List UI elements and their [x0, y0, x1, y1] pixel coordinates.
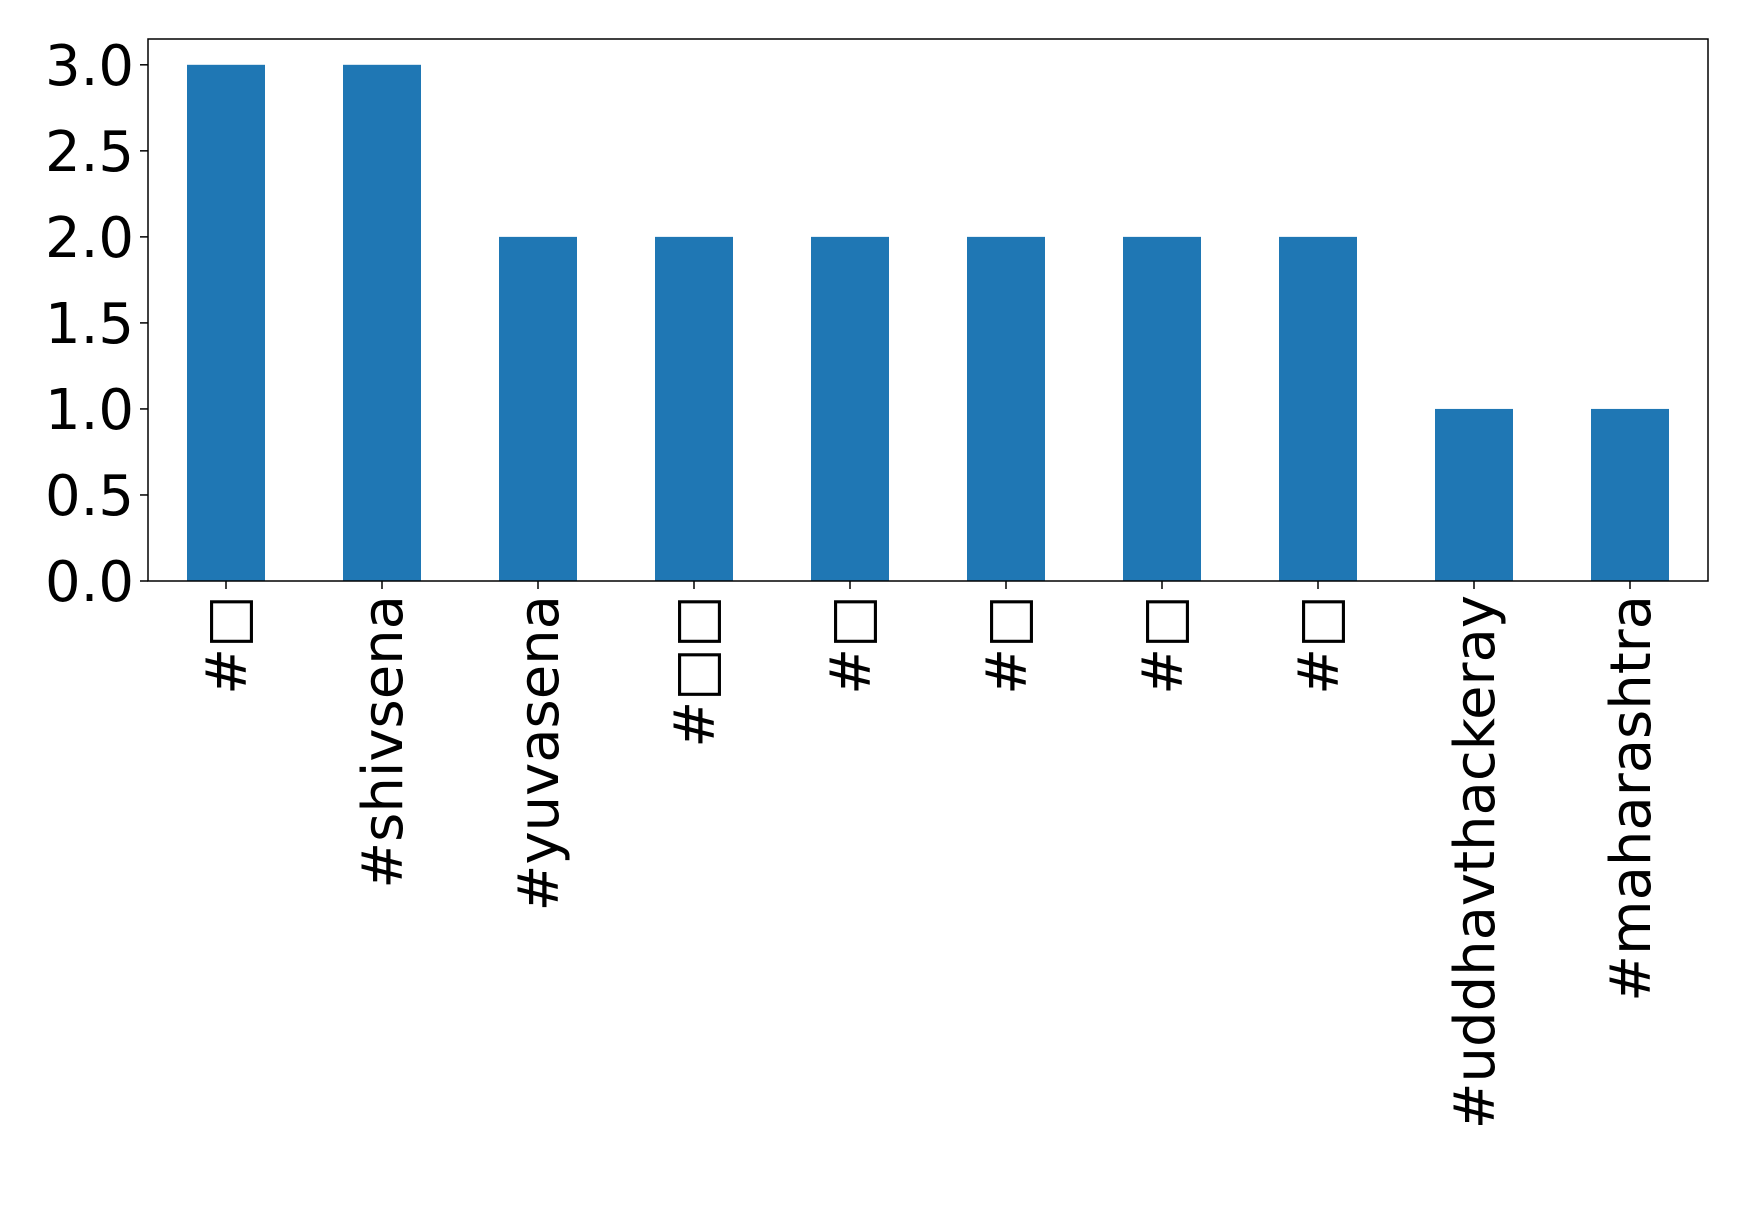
bar [1279, 236, 1357, 581]
bar [1591, 408, 1669, 581]
x-tick-label: #yuvasena [507, 595, 572, 911]
y-tick-label: 1.0 [45, 378, 134, 443]
x-tick-label: #maharashtra [1599, 595, 1664, 1002]
bar [1435, 408, 1513, 581]
bar [811, 236, 889, 581]
x-tick-label: #□ [819, 595, 884, 695]
y-tick-label: 2.0 [45, 206, 134, 271]
bar [967, 236, 1045, 581]
bar [499, 236, 577, 581]
y-tick-label: 0.0 [45, 550, 134, 615]
x-tick-label: #□ [195, 595, 260, 695]
bar [187, 64, 265, 582]
y-tick-label: 2.5 [45, 120, 134, 185]
bar [343, 64, 421, 582]
x-tick-label: #uddhavthackeray [1443, 595, 1508, 1129]
x-tick-label: #□ [975, 595, 1040, 695]
x-tick-label: #shivsena [351, 595, 416, 889]
bar [655, 236, 733, 581]
x-tick-label: #□ [1287, 595, 1352, 695]
x-tick-label: #□□ [663, 595, 728, 748]
x-tick-label: #□ [1131, 595, 1196, 695]
y-tick-label: 0.5 [45, 464, 134, 529]
plot-frame [147, 38, 1709, 582]
y-tick-label: 1.5 [45, 292, 134, 357]
y-tick-label: 3.0 [45, 34, 134, 99]
bar [1123, 236, 1201, 581]
